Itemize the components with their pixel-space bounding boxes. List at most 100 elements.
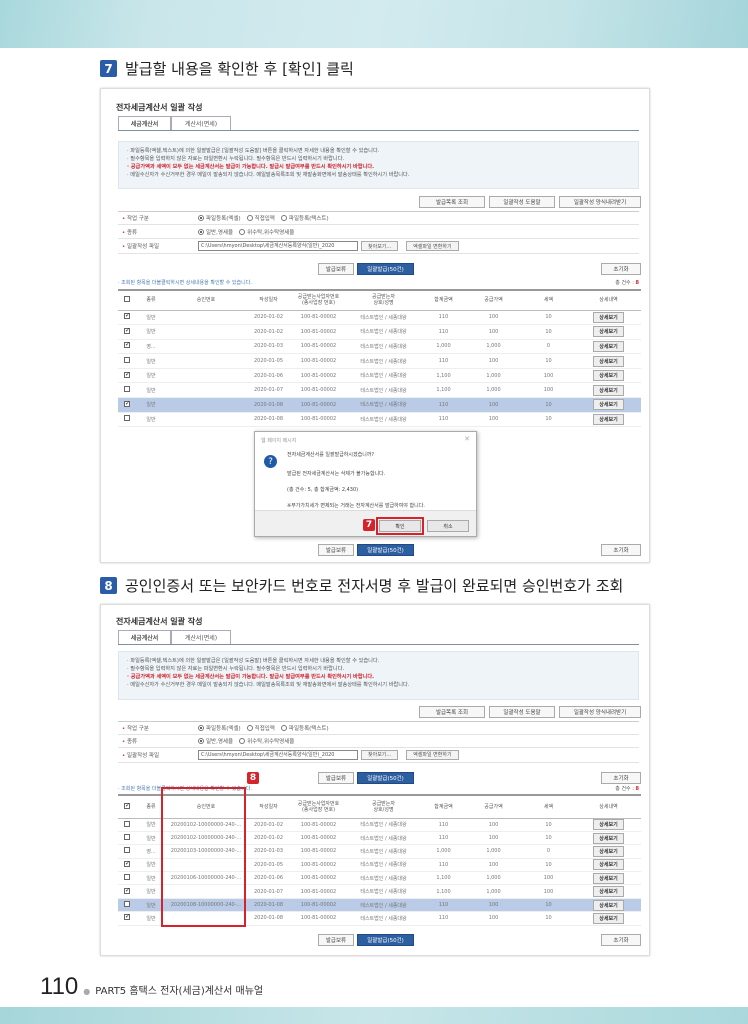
detail-button[interactable]: 상세보기	[593, 355, 624, 367]
detail-button[interactable]: 상세보기	[593, 311, 624, 323]
hold-button[interactable]: 발급보류	[318, 772, 354, 784]
row-checkbox[interactable]	[124, 834, 130, 841]
select-all-checkbox[interactable]	[124, 802, 130, 809]
reset-button-bottom[interactable]: 초기화	[601, 934, 641, 946]
radio-work-type[interactable]: 파일등록(텍스트)	[280, 214, 329, 222]
detail-button[interactable]: 상세보기	[593, 832, 624, 844]
table-row[interactable]: 일반 20200102-10000000-240-... 2020-01-02 100…	[118, 831, 641, 846]
radio-work-type[interactable]: 파일등록(엑셀)	[198, 214, 241, 222]
table-row[interactable]: 일반 20200102-10000000-240-... 2020-01-02 100…	[118, 818, 641, 832]
close-icon[interactable]: ✕	[464, 435, 470, 443]
row-checkbox[interactable]	[124, 386, 130, 393]
detail-button[interactable]: 상세보기	[593, 340, 624, 352]
bulk-issue-button-bottom[interactable]: 일괄발급(50건)	[357, 544, 414, 556]
row-checkbox[interactable]	[124, 357, 130, 364]
row-checkbox[interactable]	[124, 887, 130, 894]
file-path-input[interactable]: C:\Users\hmyon\Desktop\세금계산서등록양식(일반)_202…	[198, 749, 358, 760]
detail-button[interactable]: 상세보기	[593, 384, 624, 396]
list-button[interactable]: 발급목록 조회	[419, 706, 485, 718]
detail-button[interactable]: 상세보기	[593, 912, 624, 924]
detail-button[interactable]: 상세보기	[593, 370, 624, 382]
radio-work-type[interactable]: 파일등록(엑셀)	[198, 724, 241, 732]
row-checkbox[interactable]	[124, 342, 130, 349]
file-path-input[interactable]: C:\Users\hmyon\Desktop\세금계산서등록양식(일반)_202…	[198, 241, 358, 251]
detail-button[interactable]: 상세보기	[593, 886, 624, 898]
convert-excel-button[interactable]: 엑셀파일 변환하기	[406, 241, 459, 251]
radio-label: 일반,영세율	[206, 229, 234, 236]
row-checkbox[interactable]	[124, 371, 130, 378]
radio-kind[interactable]: 일반,영세율	[198, 228, 233, 236]
detail-button[interactable]: 상세보기	[593, 413, 624, 425]
detail-button[interactable]: 상세보기	[593, 326, 624, 338]
detail-button[interactable]: 상세보기	[593, 399, 624, 411]
cell-tax: 10	[521, 858, 576, 873]
ok-button[interactable]: 확인	[376, 517, 424, 535]
tab-invoice-exempt[interactable]: 계산서(면세)	[171, 116, 231, 130]
radio-kind[interactable]: 위수탁,위수탁영세율	[239, 737, 294, 745]
radio-kind[interactable]: 위수탁,위수탁영세율	[239, 228, 294, 236]
tab-tax-invoice[interactable]: 세금계산서	[118, 630, 171, 644]
row-checkbox[interactable]	[124, 313, 130, 320]
radio-work-type[interactable]: 파일등록(텍스트)	[280, 724, 329, 732]
row-checkbox[interactable]	[124, 874, 130, 881]
browse-button[interactable]: 찾아보기...	[361, 241, 399, 251]
reset-button[interactable]: 초기화	[601, 263, 641, 275]
radio-work-type[interactable]: 직접입력	[246, 214, 275, 222]
row-checkbox[interactable]	[124, 820, 130, 827]
info-box: · 파일등록(엑셀,텍스트)에 의한 일괄발급은 [일괄작성 도움말] 버튼을 …	[118, 651, 639, 700]
dialog-message-line: ※부가가치세가 면제되는 거래는 전자계산서를 발급하여야 합니다.	[287, 503, 425, 509]
row-checkbox[interactable]	[124, 327, 130, 334]
row-checkbox[interactable]	[124, 901, 130, 908]
cell-type: 일반	[136, 831, 166, 846]
table-row[interactable]: 영... 20200103-10000000-240-... 2020-01-03 1…	[118, 844, 641, 859]
detail-button[interactable]: 상세보기	[593, 859, 624, 871]
help-button[interactable]: 일괄작성 도움말	[489, 706, 555, 718]
convert-excel-button[interactable]: 엑셀파일 변환하기	[406, 749, 459, 760]
row-checkbox[interactable]	[124, 860, 130, 867]
bulk-issue-button[interactable]: 일괄발급(50건)	[357, 772, 414, 784]
tab-invoice-exempt[interactable]: 계산서(면세)	[171, 630, 231, 644]
detail-button[interactable]: 상세보기	[593, 899, 624, 911]
list-button[interactable]: 발급목록 조회	[419, 196, 485, 208]
reset-button-bottom[interactable]: 초기화	[601, 544, 641, 556]
cancel-button[interactable]: 취소	[427, 520, 469, 532]
total-value: 8	[635, 280, 639, 286]
template-download-button[interactable]: 일괄작성 양식내려받기	[559, 196, 641, 208]
hold-button[interactable]: 발급보류	[318, 263, 354, 275]
tab-tax-invoice[interactable]: 세금계산서	[118, 116, 171, 130]
select-all-checkbox[interactable]	[124, 296, 130, 303]
checkbox-cell	[118, 310, 136, 326]
row-checkbox[interactable]	[124, 415, 130, 422]
hold-button-bottom[interactable]: 발급보류	[318, 934, 354, 946]
table-row[interactable]: 일반 20200106-10000000-240-... 2020-01-06 100…	[118, 871, 641, 886]
bulk-issue-button[interactable]: 일괄발급(50건)	[357, 263, 414, 275]
radio-work-type[interactable]: 직접입력	[246, 724, 275, 732]
table-row[interactable]: 일반 20200108-10000000-240-... 2020-01-08 100…	[118, 898, 641, 913]
detail-button[interactable]: 상세보기	[593, 845, 624, 857]
row-checkbox[interactable]	[124, 847, 130, 854]
radio-kind[interactable]: 일반,영세율	[198, 737, 233, 745]
hold-button-bottom[interactable]: 발급보류	[318, 544, 354, 556]
row-checkbox[interactable]	[124, 914, 130, 921]
tab-divider	[118, 130, 639, 131]
cell-approval	[166, 382, 246, 399]
reset-button[interactable]: 초기화	[601, 772, 641, 784]
detail-button[interactable]: 상세보기	[593, 819, 624, 831]
detail-button[interactable]: 상세보기	[593, 872, 624, 884]
template-download-button[interactable]: 일괄작성 양식내려받기	[559, 706, 641, 718]
bulk-issue-button-bottom[interactable]: 일괄발급(50건)	[357, 934, 414, 946]
help-button[interactable]: 일괄작성 도움말	[489, 196, 555, 208]
row-checkbox[interactable]	[124, 400, 130, 407]
browse-button[interactable]: 찾아보기...	[361, 749, 399, 760]
